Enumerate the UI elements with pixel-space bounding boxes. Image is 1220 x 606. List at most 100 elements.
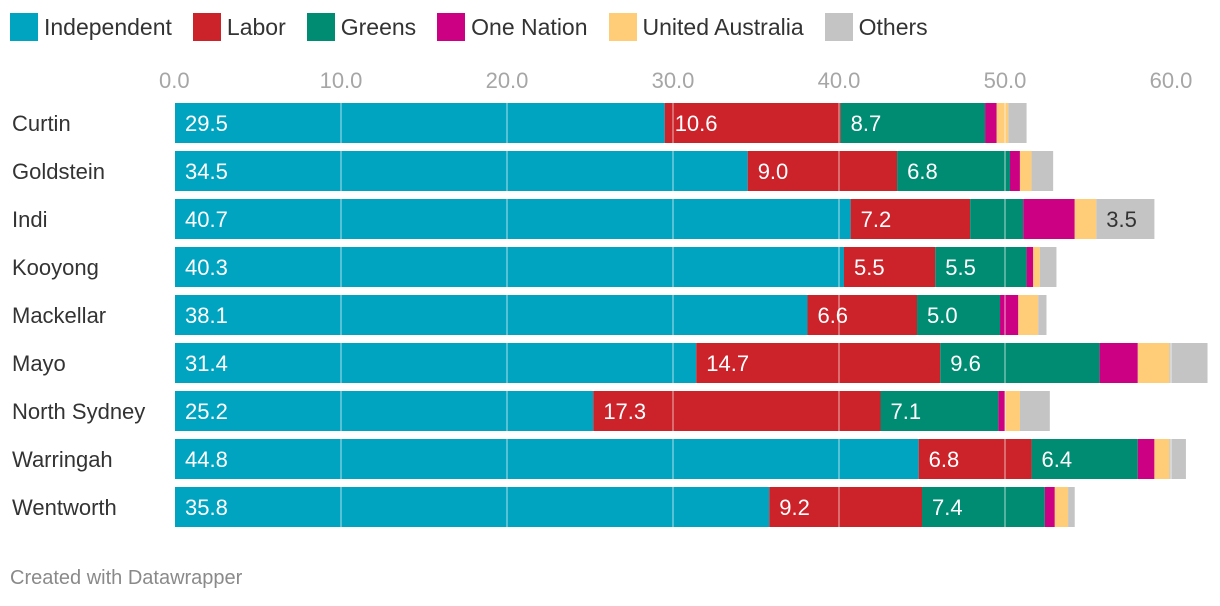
legend-label: Others xyxy=(858,13,928,40)
bar-mayo-united-australia xyxy=(1137,343,1170,383)
legend-swatch xyxy=(608,13,637,41)
bar-indi-one-nation xyxy=(1023,199,1075,239)
legend-swatch xyxy=(10,13,38,41)
value-label-wentworth-independent: 35.8 xyxy=(185,495,228,520)
bar-curtin-greens xyxy=(840,103,986,143)
bar-mayo-independent xyxy=(175,343,697,383)
bar-wentworth-greens xyxy=(922,487,1045,527)
stacked-bar-chart: 0.0 10.0 20.0 30.0 40.0 50.0 60.0 Curtin Goldst… xyxy=(12,68,1208,527)
row-label-indi: Indi xyxy=(12,207,47,232)
value-label-wentworth-labor: 9.2 xyxy=(779,495,810,520)
footer-credit: Created with Datawrapper xyxy=(10,567,243,589)
bar-kooyong-independent xyxy=(175,247,844,287)
bar-wentworth-united-australia xyxy=(1054,487,1069,527)
legend-item-one-nation: One Nation xyxy=(437,13,588,41)
bar-indi-greens xyxy=(970,199,1024,239)
x-tick-label: 10.0 xyxy=(320,68,363,93)
x-tick-label: 40.0 xyxy=(818,68,861,93)
value-labels: 29.5 10.6 8.7 34.5 9.0 6.8 40.7 7.2 3.5 40.3 5.5 5.… xyxy=(185,111,1137,520)
bar-indi-independent xyxy=(175,199,851,239)
x-tick-label: 30.0 xyxy=(652,68,695,93)
value-label-kooyong-labor: 5.5 xyxy=(854,255,885,280)
bar-mayo-greens xyxy=(940,343,1100,383)
x-tick-label: 0.0 xyxy=(159,68,190,93)
value-label-curtin-independent: 29.5 xyxy=(185,111,228,136)
legend-item-greens: Greens xyxy=(306,13,416,41)
bar-indi-labor xyxy=(850,199,971,239)
bar-warringah-labor xyxy=(918,439,1032,479)
bar-kooyong-labor xyxy=(843,247,936,287)
bar-kooyong-one-nation xyxy=(1026,247,1034,287)
bar-warringah-one-nation xyxy=(1137,439,1155,479)
legend-label: Independent xyxy=(44,13,172,40)
bar-curtin-united-australia xyxy=(996,103,1009,143)
value-label-goldstein-labor: 9.0 xyxy=(758,159,789,184)
legend-item-independent: Independent xyxy=(10,13,172,41)
legend-swatch xyxy=(824,13,853,41)
bar-mackellar-greens xyxy=(917,295,1001,335)
bar-mayo-labor xyxy=(696,343,941,383)
bar-indi-others xyxy=(1096,199,1155,239)
value-label-indi-independent: 40.7 xyxy=(185,207,228,232)
bar-wentworth-independent xyxy=(175,487,770,527)
row-label-warringah: Warringah xyxy=(12,447,113,472)
row-label-north-sydney: North Sydney xyxy=(12,399,145,424)
value-label-goldstein-greens: 6.8 xyxy=(907,159,938,184)
bar-mackellar-others xyxy=(1038,295,1047,335)
value-label-mayo-independent: 31.4 xyxy=(185,351,228,376)
legend-swatch xyxy=(437,13,466,41)
value-label-mayo-labor: 14.7 xyxy=(706,351,749,376)
bar-north-sydney-others xyxy=(1019,391,1050,431)
bar-wentworth-one-nation xyxy=(1044,487,1055,527)
value-label-north-sydney-greens: 7.1 xyxy=(891,399,922,424)
bar-goldstein-greens xyxy=(897,151,1010,191)
bar-mackellar-independent xyxy=(175,295,808,335)
row-label-kooyong: Kooyong xyxy=(12,255,99,280)
bar-north-sydney-united-australia xyxy=(1005,391,1020,431)
legend-label: One Nation xyxy=(471,13,588,40)
bar-kooyong-united-australia xyxy=(1033,247,1040,287)
row-label-goldstein: Goldstein xyxy=(12,159,105,184)
value-label-goldstein-independent: 34.5 xyxy=(185,159,228,184)
row-label-mackellar: Mackellar xyxy=(12,303,106,328)
bar-wentworth-labor xyxy=(769,487,922,527)
bar-goldstein-united-australia xyxy=(1019,151,1032,191)
x-tick-label: 60.0 xyxy=(1150,68,1193,93)
bars-layer xyxy=(175,103,1208,527)
x-tick-label: 20.0 xyxy=(486,68,529,93)
value-label-wentworth-greens: 7.4 xyxy=(932,495,963,520)
value-label-kooyong-independent: 40.3 xyxy=(185,255,228,280)
bar-goldstein-labor xyxy=(747,151,898,191)
value-label-curtin-greens: 8.7 xyxy=(851,111,882,136)
value-label-warringah-independent: 44.8 xyxy=(185,447,228,472)
value-label-warringah-labor: 6.8 xyxy=(929,447,960,472)
row-label-mayo: Mayo xyxy=(12,351,66,376)
value-label-indi-others: 3.5 xyxy=(1106,207,1137,232)
value-label-mackellar-labor: 6.6 xyxy=(817,303,848,328)
bar-north-sydney-greens xyxy=(880,391,999,431)
legend-label: United Australia xyxy=(642,13,804,40)
bar-warringah-united-australia xyxy=(1154,439,1170,479)
bar-mackellar-labor xyxy=(807,295,918,335)
legend-item-others: Others xyxy=(824,13,928,41)
legend-swatch xyxy=(306,13,335,41)
bar-north-sydney-one-nation xyxy=(998,391,1005,431)
value-label-mackellar-independent: 38.1 xyxy=(185,303,228,328)
value-label-indi-labor: 7.2 xyxy=(861,207,892,232)
row-label-curtin: Curtin xyxy=(12,111,71,136)
value-label-north-sydney-independent: 25.2 xyxy=(185,399,228,424)
bar-curtin-independent xyxy=(175,103,665,143)
legend-label: Labor xyxy=(226,13,286,40)
value-label-curtin-labor: 10.6 xyxy=(675,111,718,136)
chart-legend: Independent Labor Greens One Nation United A… xyxy=(10,10,949,44)
bar-curtin-one-nation xyxy=(985,103,997,143)
value-label-north-sydney-labor: 17.3 xyxy=(603,399,646,424)
bar-curtin-others xyxy=(1008,103,1027,143)
bar-mayo-one-nation xyxy=(1099,343,1138,383)
value-label-mayo-greens: 9.6 xyxy=(950,351,981,376)
legend-swatch xyxy=(192,13,221,41)
bar-kooyong-others xyxy=(1039,247,1057,287)
bar-indi-united-australia xyxy=(1074,199,1097,239)
value-label-kooyong-greens: 5.5 xyxy=(945,255,976,280)
bar-kooyong-greens xyxy=(935,247,1027,287)
